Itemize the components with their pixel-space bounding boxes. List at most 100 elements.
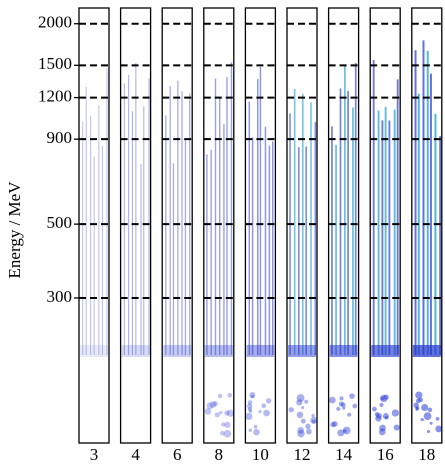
blob — [304, 399, 309, 404]
y-tick-label: 500 — [47, 213, 73, 232]
blob — [383, 394, 389, 400]
blob — [310, 416, 318, 424]
blob — [219, 410, 223, 415]
panel-frame — [203, 7, 235, 444]
blob — [300, 418, 306, 424]
blob — [223, 429, 232, 438]
blob — [212, 401, 218, 407]
blob — [338, 401, 344, 407]
blob — [352, 403, 358, 409]
band — [288, 345, 316, 357]
panel-spectrum — [204, 62, 235, 438]
blob — [331, 420, 338, 427]
band — [204, 345, 233, 357]
blob — [415, 406, 420, 410]
blob — [217, 393, 223, 399]
blob — [263, 409, 270, 417]
panel-spectrum — [371, 60, 400, 436]
panel-frame — [369, 7, 401, 444]
blob — [347, 412, 352, 417]
panel-spectrum — [245, 66, 275, 436]
blob — [421, 403, 429, 412]
blob — [311, 419, 316, 424]
blob — [415, 398, 421, 404]
y-tick-label: 2000 — [38, 13, 72, 32]
blob — [330, 422, 336, 428]
blob — [297, 429, 305, 438]
blob — [329, 396, 336, 404]
panel-label: 16 — [377, 445, 394, 464]
blob — [393, 424, 400, 431]
blob — [253, 428, 260, 436]
blob — [297, 426, 304, 434]
blob — [296, 394, 305, 402]
blob — [423, 412, 432, 420]
panel-frame — [327, 7, 360, 444]
blob — [343, 429, 347, 433]
panel-label: 4 — [131, 445, 140, 464]
blob — [214, 412, 220, 418]
blob — [226, 409, 235, 417]
blob — [253, 424, 258, 429]
y-tick-label: 1200 — [38, 86, 72, 105]
panel-frame — [119, 7, 152, 444]
blob — [220, 430, 225, 436]
blob — [204, 408, 212, 415]
blob — [311, 413, 315, 418]
blob — [258, 410, 262, 414]
blob — [261, 403, 267, 409]
blob — [305, 423, 311, 430]
blob — [349, 393, 355, 400]
blob — [426, 429, 431, 434]
panel-label: 18 — [418, 445, 435, 464]
blob — [247, 400, 253, 405]
panel-label: 3 — [90, 445, 99, 464]
blob — [427, 407, 433, 413]
blob — [336, 406, 341, 411]
blob — [245, 412, 253, 421]
blob — [306, 428, 312, 435]
blob — [337, 429, 345, 437]
blob — [340, 402, 346, 408]
y-axis-label: Energy / MeV — [5, 181, 24, 279]
panel-spectrum — [288, 88, 318, 438]
panel-label: 10 — [252, 445, 269, 464]
blob — [209, 401, 217, 408]
blob — [288, 407, 294, 413]
blob — [247, 407, 253, 412]
blob — [296, 411, 304, 419]
blob — [248, 409, 253, 413]
blob — [296, 399, 303, 406]
band — [121, 345, 150, 357]
blob — [391, 409, 400, 417]
blob — [382, 413, 389, 420]
band — [163, 345, 192, 357]
blob — [420, 417, 424, 422]
blob — [415, 391, 423, 399]
band — [412, 345, 441, 357]
band — [329, 345, 358, 357]
blob — [221, 422, 226, 427]
blob — [372, 406, 377, 412]
panel-frame — [411, 7, 443, 444]
blob — [378, 428, 386, 436]
panel-spectrum — [329, 62, 358, 437]
blob — [342, 406, 346, 410]
blob — [429, 421, 433, 425]
blob — [379, 402, 384, 408]
band — [246, 345, 275, 357]
panel-label: 12 — [294, 445, 311, 464]
panel-label: 6 — [173, 445, 182, 464]
blob — [250, 394, 255, 399]
blob — [224, 410, 230, 416]
panel-frame — [78, 7, 110, 444]
blob — [265, 398, 272, 404]
blob — [339, 396, 344, 401]
panel-spectrum — [163, 80, 192, 357]
panel-frame — [244, 7, 277, 444]
blob — [249, 391, 256, 399]
panel-spectrum — [121, 63, 150, 357]
blob — [435, 425, 443, 433]
blob — [375, 415, 382, 422]
